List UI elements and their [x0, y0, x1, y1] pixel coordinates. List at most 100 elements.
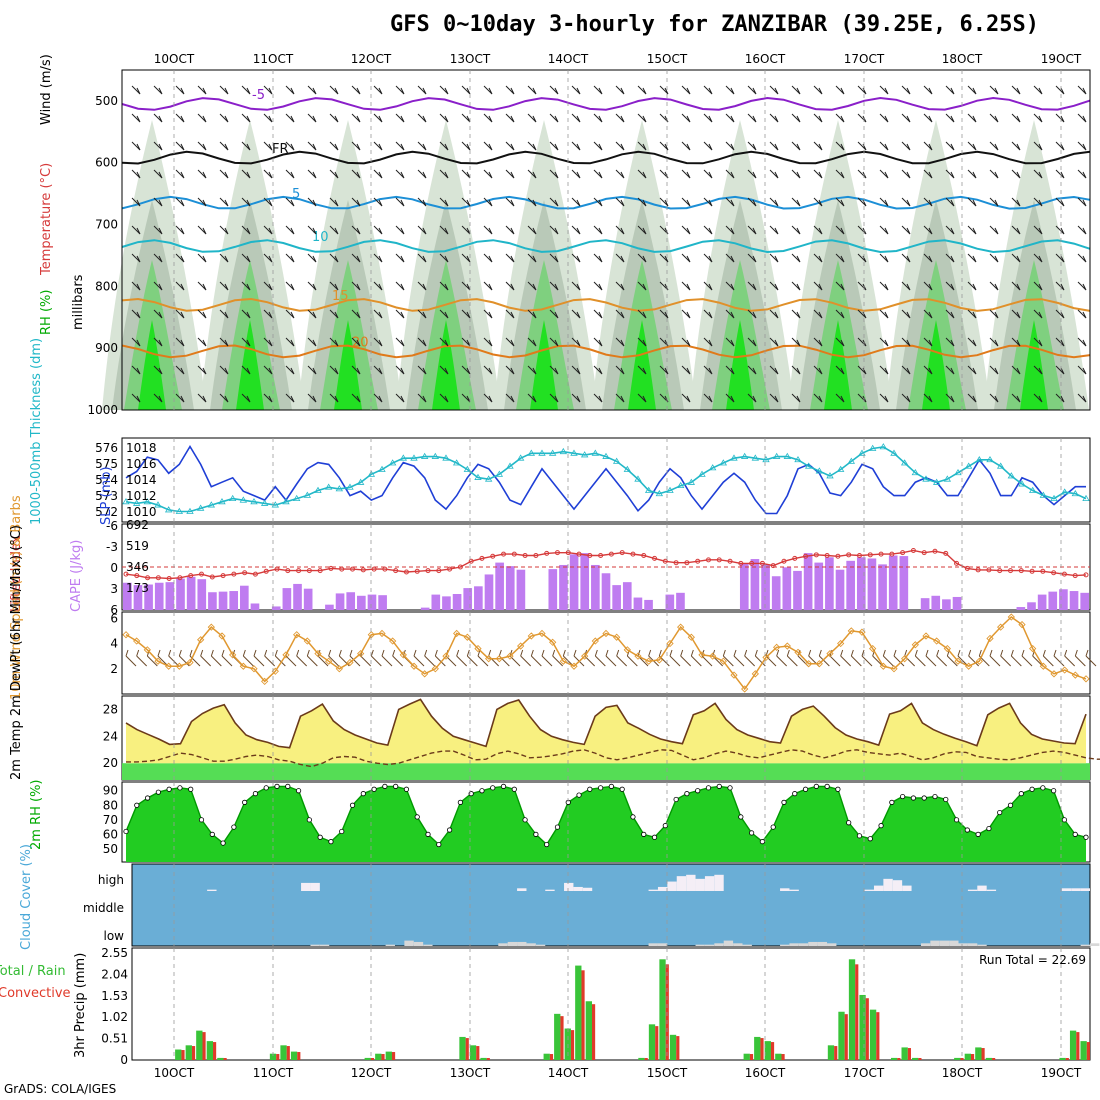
cape-bar — [739, 563, 749, 610]
wind-barb — [1053, 649, 1065, 667]
wind-barb — [659, 85, 669, 95]
wind-barb — [681, 85, 691, 95]
wind-barb — [1077, 85, 1087, 95]
wind-barb — [593, 365, 603, 375]
precip-conv-bar — [191, 1046, 196, 1060]
rh-marker — [1061, 817, 1068, 823]
thickness-marker — [228, 494, 237, 501]
temp-tick: 28 — [103, 702, 118, 716]
li-marker — [285, 568, 291, 574]
wind-barb — [703, 141, 713, 151]
li-marker — [1040, 568, 1046, 574]
thickness-marker — [516, 454, 525, 461]
wind-frame — [121, 611, 1091, 695]
rh-tick: 90 — [103, 784, 118, 798]
wind-barb — [681, 225, 691, 235]
isotherm-line — [121, 96, 1091, 111]
wind-barb — [967, 393, 977, 403]
wind-barb — [879, 337, 889, 347]
cape-bar — [197, 579, 207, 610]
rh-90-area — [334, 320, 362, 410]
wind-barb — [285, 225, 295, 235]
wind-barb — [1033, 225, 1043, 235]
wind-barb — [786, 649, 798, 667]
cloud-high-bar — [657, 886, 668, 891]
temp-tick: 20 — [103, 756, 118, 770]
thickness-marker — [708, 464, 717, 471]
rh-marker — [511, 786, 517, 792]
li-marker — [209, 574, 215, 580]
wind-marker — [890, 665, 898, 673]
cape-bar — [357, 595, 366, 610]
wind-barb — [967, 85, 977, 95]
wind-marker — [485, 655, 493, 663]
cloud-high-bar — [892, 880, 903, 891]
li-marker — [781, 558, 787, 564]
wind-marker — [293, 631, 301, 639]
wind-barb — [549, 365, 559, 375]
rh-marker — [943, 796, 949, 803]
rh-90-area — [432, 320, 460, 410]
wind-barb — [329, 169, 339, 179]
wind-barb — [131, 85, 141, 95]
precip-total-bar — [1059, 1057, 1066, 1060]
thickness-tick: 574 — [95, 473, 118, 487]
rh-tick: 70 — [103, 813, 118, 827]
wind-barb — [527, 141, 537, 151]
rh-marker — [382, 783, 388, 789]
wind-barb — [329, 253, 339, 263]
wind-barb — [1033, 169, 1043, 179]
rh-marker — [1007, 802, 1014, 808]
wind-barb — [153, 197, 163, 207]
wind-barb — [505, 337, 515, 347]
precip-conv-bar — [486, 1058, 490, 1060]
wind-barb — [197, 337, 207, 347]
cloud-low-bar — [704, 944, 715, 946]
rh-marker — [446, 827, 453, 833]
wind-barb — [285, 337, 295, 347]
cloud-high-bar — [883, 878, 893, 891]
cape-bar — [1069, 591, 1079, 610]
wind-barb — [549, 141, 559, 151]
wind-barb — [219, 309, 229, 319]
cape-bar — [516, 569, 526, 610]
thickness-marker — [143, 498, 152, 505]
wind-barb — [483, 197, 493, 207]
rh-marker — [328, 839, 334, 845]
wind-barb — [835, 225, 845, 235]
cape-bar — [1048, 591, 1058, 610]
wind-barb — [219, 169, 229, 179]
rh-marker — [910, 795, 917, 801]
thickness-marker — [335, 485, 344, 492]
wind-barb — [1077, 393, 1087, 403]
wind-barb — [901, 197, 911, 207]
cloud-high-bar — [986, 889, 997, 891]
wind-barb — [989, 113, 999, 123]
wind-barb — [615, 393, 625, 403]
li-marker — [554, 550, 560, 556]
wind-barb — [307, 281, 317, 291]
cape-bar — [1080, 592, 1089, 610]
wind-marker — [463, 633, 471, 641]
wind-barb — [219, 365, 229, 375]
wind-barb — [439, 281, 449, 291]
wind-barb — [263, 225, 273, 235]
precip-total-bar — [743, 1053, 750, 1060]
wind-marker — [389, 637, 397, 645]
wind-barb — [690, 649, 702, 667]
li-marker — [1007, 568, 1013, 574]
wind-barb — [527, 309, 537, 319]
wind-barb — [879, 85, 889, 95]
wind-barb — [989, 365, 999, 375]
wind-barb — [219, 225, 229, 235]
wind-barb — [417, 337, 427, 347]
rh-marker — [770, 824, 776, 830]
thickness-marker — [804, 462, 813, 469]
wind-barb — [593, 141, 603, 151]
wind-barb — [1033, 365, 1043, 375]
precip-conv-bar — [381, 1054, 385, 1060]
wind-barb — [923, 281, 933, 291]
li-marker — [447, 566, 453, 572]
wind-barb — [571, 253, 581, 263]
rh-marker — [371, 786, 377, 792]
